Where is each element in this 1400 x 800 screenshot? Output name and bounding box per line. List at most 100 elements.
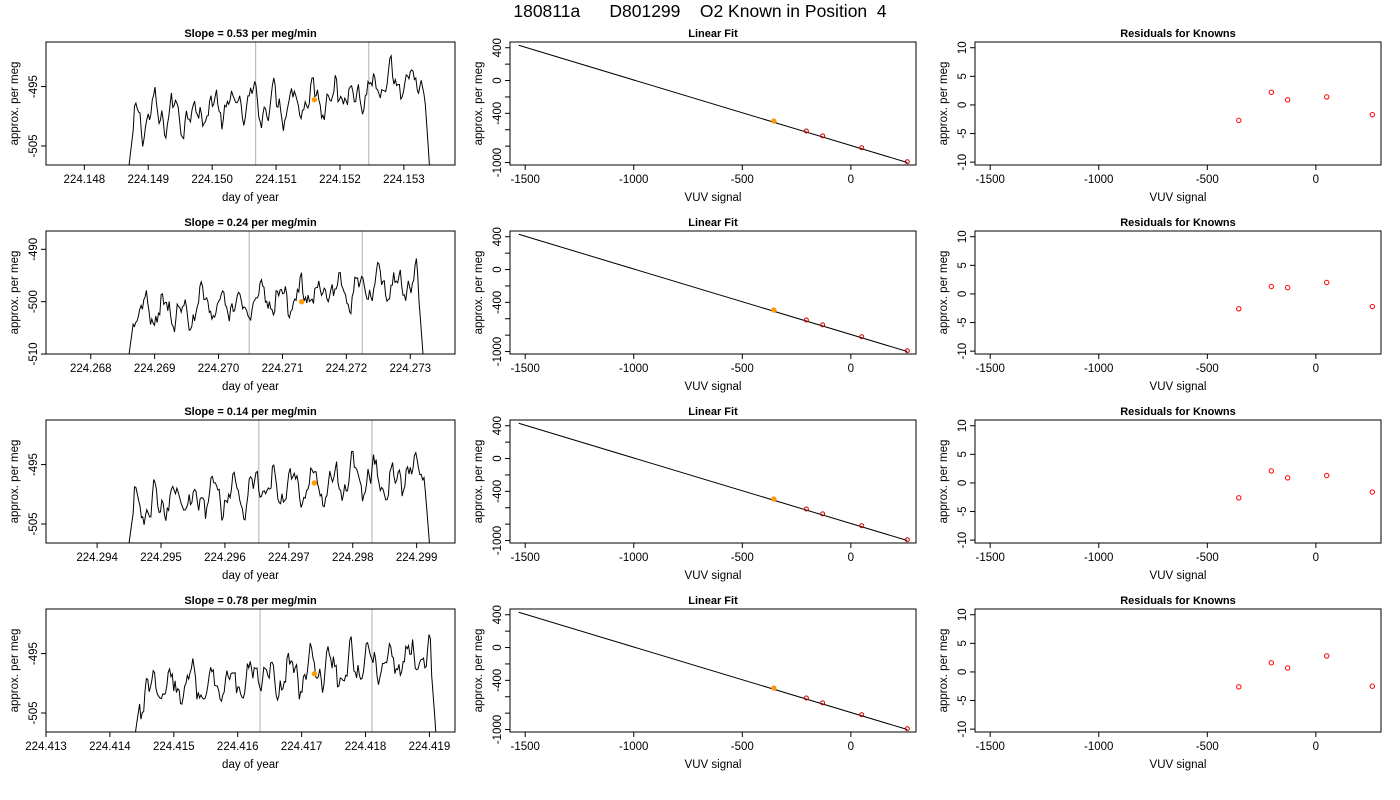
y-tick-label: 0 — [957, 480, 969, 486]
y-tick-label: -400 — [492, 669, 504, 692]
residual-point — [1324, 94, 1330, 100]
y-tick-label: 400 — [492, 416, 504, 435]
x-tick-label: -500 — [1196, 552, 1219, 564]
y-tick-label: 5 — [957, 451, 969, 457]
panel-title: Linear Fit — [688, 406, 738, 418]
y-tick-label: 5 — [957, 73, 969, 79]
panel-8: Linear Fit VUV signal approx. per meg -1500… — [473, 406, 917, 582]
x-tick-label: 224.413 — [25, 741, 67, 753]
y-axis-label: approx. per meg — [473, 62, 485, 146]
y-tick-label: -495 — [28, 75, 40, 98]
x-tick-label: 0 — [848, 741, 854, 753]
residual-point — [1268, 283, 1275, 290]
panel-3: Residuals for Knowns VUV signal approx. pe… — [938, 28, 1382, 204]
known-fit-point — [771, 118, 777, 124]
panel-title: Residuals for Knowns — [1120, 28, 1236, 40]
fit-line — [518, 44, 908, 164]
x-tick-label: 224.295 — [140, 552, 182, 564]
plot-area — [128, 42, 430, 165]
x-axis-label: VUV signal — [1150, 192, 1207, 204]
plot-frame — [509, 419, 917, 544]
y-axis-label: approx. per meg — [938, 629, 950, 713]
x-tick-label: 224.270 — [198, 363, 240, 375]
y-tick-label: -1000 — [492, 715, 504, 744]
x-tick-label: -500 — [731, 741, 754, 753]
x-axis-label: day of year — [222, 570, 279, 582]
x-tick-label: -1500 — [975, 174, 1004, 186]
panel-title: Slope = 0.53 per meg/min — [184, 28, 317, 40]
x-axis-label: day of year — [222, 381, 279, 393]
y-tick-label: 400 — [492, 227, 504, 246]
panel-title: Residuals for Knowns — [1120, 217, 1236, 229]
plot-area — [518, 233, 910, 354]
plot-area — [518, 611, 910, 732]
x-tick-label: -1500 — [510, 552, 539, 564]
x-tick-label: -500 — [731, 174, 754, 186]
plot-area — [1236, 279, 1376, 312]
known-marker — [311, 480, 318, 486]
fit-point — [904, 537, 910, 543]
x-tick-label: -1000 — [1084, 174, 1113, 186]
x-tick-label: 0 — [848, 174, 854, 186]
x-tick-label: 224.415 — [153, 741, 195, 753]
x-tick-label: -1500 — [510, 174, 539, 186]
fit-line — [518, 233, 908, 353]
y-tick-label: -1000 — [492, 526, 504, 555]
x-tick-label: -1500 — [975, 552, 1004, 564]
fit-point — [820, 511, 826, 517]
x-tick-label: -1500 — [975, 363, 1004, 375]
y-tick-label: 0 — [492, 266, 504, 272]
fit-point — [803, 128, 809, 134]
x-tick-label: 224.271 — [262, 363, 304, 375]
x-tick-label: 224.273 — [389, 363, 431, 375]
x-tick-label: -1000 — [619, 552, 648, 564]
x-axis-label: day of year — [222, 192, 279, 204]
x-tick-label: -500 — [1196, 174, 1219, 186]
y-axis-label: approx. per meg — [473, 440, 485, 524]
x-tick-label: -1500 — [510, 741, 539, 753]
panel-title: Linear Fit — [688, 28, 738, 40]
plot-frame — [974, 41, 1382, 166]
x-tick-label: -1000 — [1084, 741, 1113, 753]
panel-11: Linear Fit VUV signal approx. per meg -1500… — [473, 595, 917, 771]
panel-title: Slope = 0.14 per meg/min — [184, 406, 317, 418]
y-axis-label: approx. per meg — [473, 251, 485, 335]
x-axis-label: VUV signal — [685, 759, 742, 771]
fit-point — [803, 317, 809, 323]
residual-point — [1284, 284, 1291, 291]
plot-frame — [509, 230, 917, 355]
x-axis-label: VUV signal — [685, 381, 742, 393]
residual-point — [1324, 279, 1330, 286]
y-tick-label: -5 — [957, 317, 969, 327]
known-fit-point — [771, 496, 777, 502]
data-trace — [128, 450, 430, 543]
fit-point — [904, 726, 910, 732]
x-tick-label: 224.151 — [255, 174, 297, 186]
y-tick-label: -495 — [28, 642, 40, 665]
x-tick-label: 0 — [848, 552, 854, 564]
x-tick-label: -500 — [1196, 741, 1219, 753]
x-tick-label: -1500 — [510, 363, 539, 375]
plot-frame — [509, 608, 917, 733]
x-tick-label: 224.416 — [217, 741, 259, 753]
y-tick-label: -400 — [492, 291, 504, 314]
y-tick-label: 0 — [492, 644, 504, 650]
plot-area — [135, 609, 437, 732]
y-tick-label: 0 — [957, 669, 969, 675]
fit-point — [904, 348, 910, 354]
panel-1: Slope = 0.53 per meg/min day of year appro… — [9, 28, 456, 204]
x-tick-label: -1000 — [1084, 363, 1113, 375]
x-tick-label: 224.272 — [326, 363, 368, 375]
y-tick-label: 10 — [957, 230, 969, 243]
x-tick-label: -1000 — [1084, 552, 1113, 564]
panel-title: Residuals for Knowns — [1120, 595, 1236, 607]
panel-6: Residuals for Knowns VUV signal approx. pe… — [938, 217, 1382, 393]
plot-frame — [974, 419, 1382, 544]
panel-title: Slope = 0.78 per meg/min — [184, 595, 317, 607]
residual-point — [1324, 653, 1330, 659]
panel-title: Linear Fit — [688, 595, 738, 607]
plot-area — [1236, 653, 1376, 690]
x-tick-label: 224.297 — [268, 552, 310, 564]
data-trace — [128, 258, 424, 354]
y-axis-label: approx. per meg — [938, 62, 950, 146]
